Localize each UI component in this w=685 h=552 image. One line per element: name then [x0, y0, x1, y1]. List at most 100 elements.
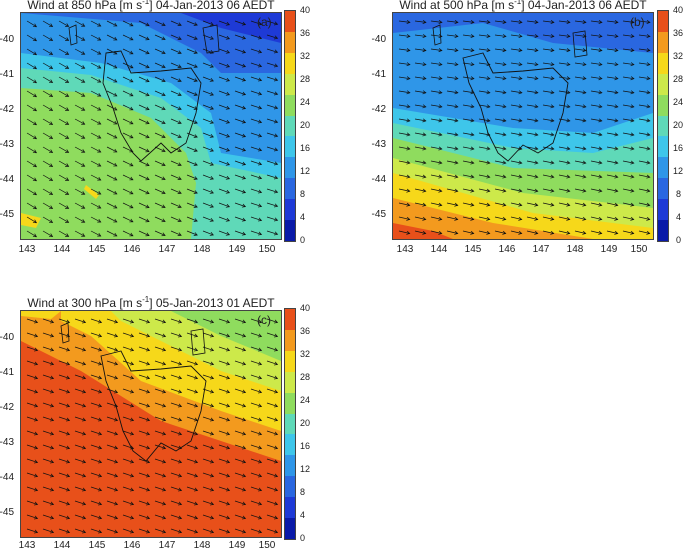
wind-arrow	[138, 230, 150, 237]
wind-arrow	[170, 160, 182, 166]
wind-arrow	[74, 430, 87, 436]
panel-a-title: Wind at 850 hPa [m s-1] 04-Jan-2013 06 A…	[27, 0, 275, 12]
wind-arrow	[574, 118, 587, 123]
wind-arrow	[186, 230, 198, 236]
wind-arrow	[430, 174, 443, 179]
wind-arrow	[58, 346, 71, 352]
colorbar-segment	[658, 136, 668, 158]
wind-arrow	[170, 374, 183, 380]
wind-arrow	[106, 500, 119, 506]
wind-arrow	[462, 104, 475, 109]
wind-arrow	[74, 486, 87, 492]
wind-arrow	[26, 62, 38, 70]
wind-arrow	[170, 472, 183, 478]
wind-arrow	[170, 62, 182, 68]
wind-arrow	[154, 160, 166, 167]
wind-arrow	[218, 202, 231, 208]
wind-arrow	[90, 188, 102, 195]
colorbar-tick: 36	[300, 28, 311, 38]
wind-arrow	[638, 48, 651, 53]
wind-arrow	[622, 48, 635, 53]
wind-arrow	[250, 486, 263, 492]
x-tick: 150	[258, 540, 276, 551]
wind-arrow	[398, 202, 411, 207]
wind-arrow	[58, 118, 70, 125]
colorbar-tick: 32	[300, 349, 311, 359]
wind-arrow	[462, 132, 475, 137]
wind-arrow	[42, 318, 55, 324]
wind-arrow	[74, 132, 86, 139]
wind-arrow	[558, 160, 571, 165]
wind-arrow	[42, 230, 54, 237]
wind-arrow	[26, 188, 38, 196]
wind-arrow	[154, 486, 167, 492]
wind-arrow	[170, 416, 183, 422]
wind-arrow	[526, 76, 539, 81]
x-tick: 144	[53, 540, 71, 551]
wind-arrow	[446, 202, 459, 207]
colorbar-tick: 0	[676, 235, 682, 245]
y-tick: -41	[0, 367, 14, 378]
wind-arrow	[106, 332, 119, 338]
wind-arrow	[558, 202, 571, 207]
wind-arrow	[414, 76, 427, 81]
wind-arrow	[250, 332, 263, 338]
y-tick: -42	[0, 104, 14, 115]
wind-arrow	[74, 360, 87, 366]
colorbar-tick: 12	[300, 464, 311, 474]
wind-arrow	[26, 34, 38, 42]
wind-vectors-a	[26, 20, 279, 238]
wind-arrow	[558, 188, 571, 193]
wind-arrow	[90, 230, 102, 237]
wind-arrow	[266, 528, 279, 534]
wind-arrow	[90, 500, 103, 506]
wind-arrow	[250, 34, 263, 40]
wind-arrow	[542, 216, 555, 221]
wind-arrow	[74, 318, 87, 324]
colorbar-segment	[285, 199, 295, 221]
wind-arrow	[218, 416, 231, 422]
wind-arrow	[250, 76, 263, 82]
wind-arrow	[122, 486, 135, 492]
wind-arrow	[414, 104, 427, 109]
wind-arrow	[74, 118, 86, 125]
wind-arrow	[106, 430, 119, 436]
colorbar-segment	[285, 178, 295, 200]
wind-arrow	[510, 76, 523, 81]
wind-arrow	[58, 174, 70, 181]
wind-arrow	[446, 34, 459, 39]
panel-a-map	[20, 12, 282, 240]
wind-arrow	[218, 160, 231, 166]
wind-arrow	[42, 430, 55, 436]
wind-arrow	[558, 146, 571, 151]
wind-arrow	[90, 202, 102, 209]
wind-arrow	[58, 76, 70, 83]
wind-arrow	[26, 216, 38, 224]
wind-arrow	[266, 90, 279, 96]
wind-arrow	[218, 174, 231, 180]
wind-arrow	[510, 174, 523, 179]
colorbar-tick: 32	[673, 51, 684, 61]
wind-arrow	[90, 430, 103, 436]
wind-arrow	[218, 374, 231, 380]
wind-arrow	[234, 458, 247, 464]
wind-arrow	[510, 132, 523, 137]
y-tick: -40	[0, 34, 14, 45]
wind-arrow	[58, 444, 71, 450]
wind-arrow	[202, 332, 215, 338]
wind-arrow	[574, 216, 587, 221]
wind-arrow	[414, 160, 427, 165]
wind-arrow	[154, 416, 167, 422]
wind-arrow	[170, 216, 182, 222]
wind-arrow	[154, 402, 167, 408]
wind-arrow	[510, 118, 523, 123]
wind-arrow	[218, 132, 231, 138]
wind-arrow	[234, 174, 247, 180]
wind-arrow	[26, 416, 39, 422]
wind-arrow	[58, 486, 71, 492]
wind-arrow	[234, 90, 247, 96]
wind-arrow	[90, 132, 102, 139]
wind-arrow	[26, 472, 39, 478]
wind-arrow	[218, 360, 231, 366]
wind-arrow	[58, 62, 70, 69]
